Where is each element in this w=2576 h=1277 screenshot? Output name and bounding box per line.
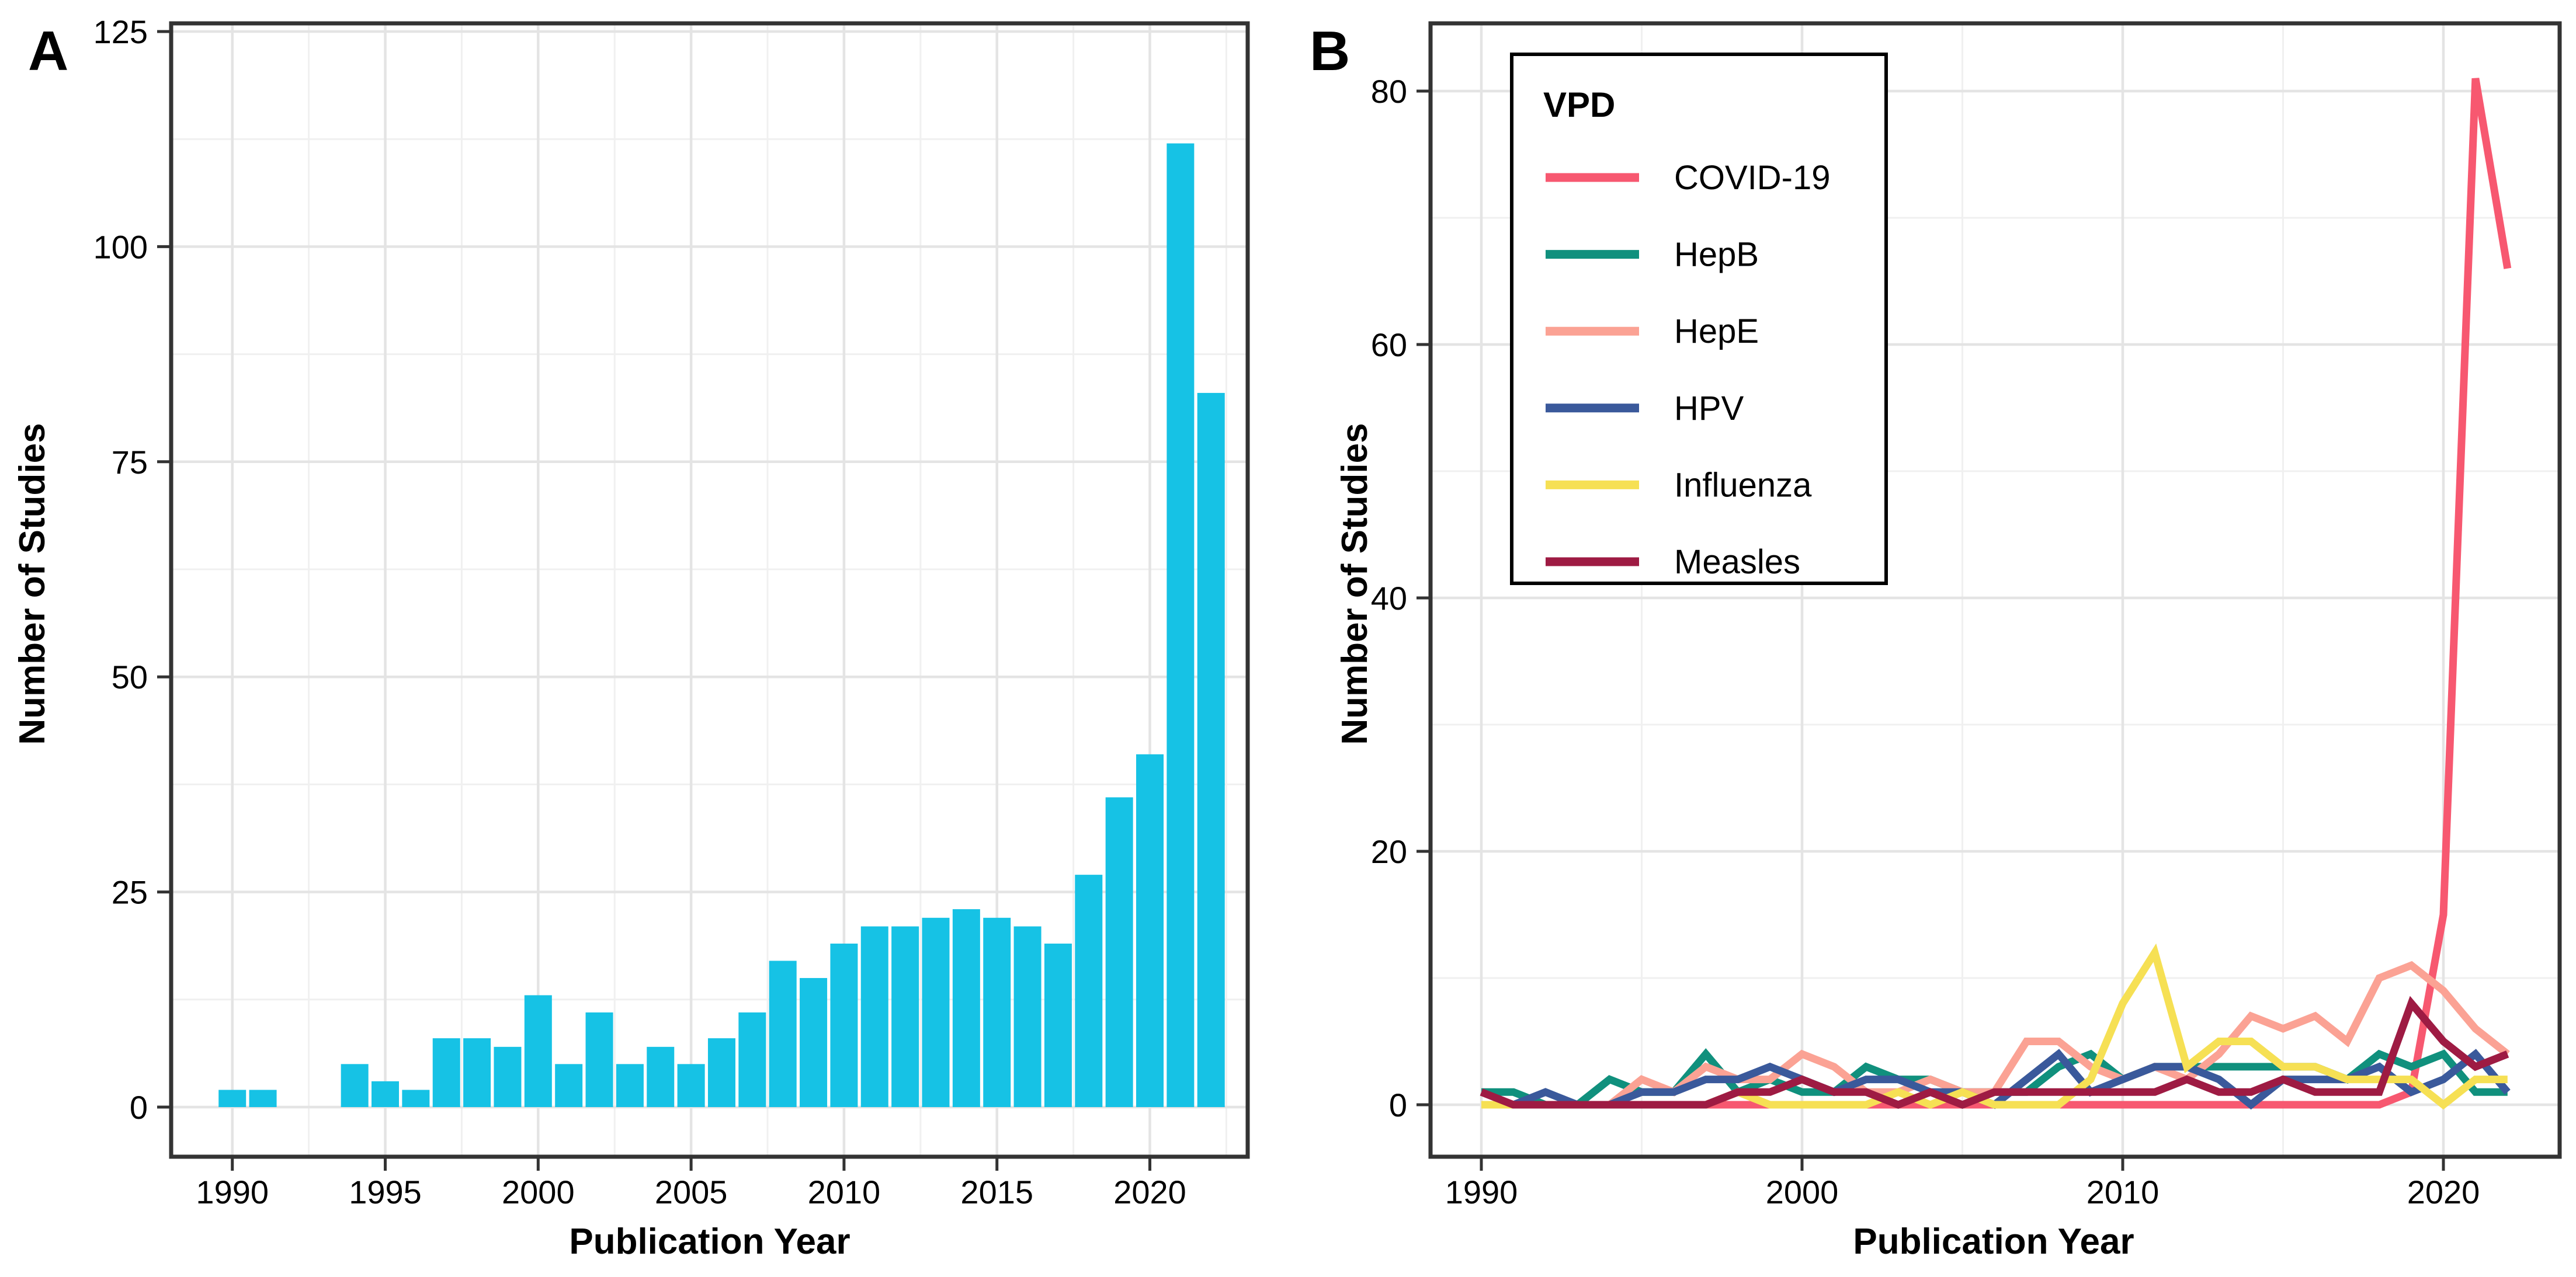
panel-a-bar-2010 [830, 944, 858, 1107]
panel-a-bar-2006 [707, 1038, 735, 1107]
panel-a-y-tick-label: 125 [93, 13, 148, 50]
panel-a-bar-2017 [1044, 944, 1072, 1107]
panel-a-bar-2005 [677, 1064, 705, 1107]
panel-a-y-tick-label: 0 [130, 1089, 148, 1126]
legend-label: HepB [1674, 236, 1759, 274]
panel-a-bar-2000 [524, 995, 552, 1107]
panel-b-y-tick-label: 60 [1371, 326, 1407, 363]
legend-label: COVID-19 [1674, 159, 1831, 197]
panel-a-bar-2021 [1167, 143, 1195, 1107]
panel-a-y-axis-title: Number of Studies [12, 423, 53, 745]
panel-a-x-tick-label: 1990 [196, 1174, 269, 1210]
panel-a-bar-2014 [952, 909, 980, 1107]
legend-title: VPD [1543, 85, 1615, 124]
panel-a-bar-2019 [1105, 797, 1133, 1107]
panel-b-panel-border [1428, 21, 2562, 1159]
panel-b-x-tick-label: 1990 [1445, 1174, 1518, 1210]
panel-a-x-tick-label: 2005 [655, 1174, 728, 1210]
panel-b-x-tick-label: 2000 [1766, 1174, 1839, 1210]
panel-b-y-tick-label: 40 [1371, 580, 1407, 617]
panel-a-bar-2004 [647, 1046, 675, 1107]
legend-label: Measles [1674, 543, 1800, 581]
panel-a-bar-1995 [372, 1081, 400, 1107]
panel-a-bar-1990 [218, 1090, 247, 1107]
panel-a-y-tick-label: 25 [112, 874, 148, 911]
panel-a-bar-2013 [922, 917, 950, 1107]
measles-line [1480, 996, 2509, 1109]
panel-a-bar-2022 [1197, 392, 1225, 1107]
panel-a-y-tick-label: 75 [112, 444, 148, 481]
panel-b-y-tick-label: 20 [1371, 833, 1407, 870]
panel-a-y-tick-label: 50 [112, 659, 148, 695]
panel-a-bar-2007 [738, 1012, 766, 1107]
panel-b-tag: B [1310, 20, 1351, 82]
panel-a-bar-2011 [860, 926, 888, 1107]
panel-a-x-tick-label: 2020 [1113, 1174, 1186, 1210]
panel-a-bar-1994 [341, 1064, 369, 1107]
panel-b-x-tick-label: 2020 [2407, 1174, 2480, 1210]
panel-a-x-tick-label: 2010 [808, 1174, 881, 1210]
panel-a-bar-2018 [1075, 875, 1103, 1107]
panel-b-x-axis-title: Publication Year [1853, 1222, 2134, 1262]
panel-a-x-tick-label: 2000 [502, 1174, 575, 1210]
panel-a-bar-1996 [402, 1090, 430, 1107]
legend-label: HPV [1674, 389, 1744, 427]
panel-a-bar-2015 [983, 917, 1011, 1107]
panel-a-bar-1991 [249, 1090, 277, 1107]
legend-label: Influenza [1674, 466, 1812, 504]
legend-label: HepE [1674, 312, 1759, 350]
legend-box [1510, 53, 1888, 585]
panel-a-bar-2003 [616, 1064, 644, 1107]
panel-a-y-tick-label: 100 [93, 228, 148, 265]
panel-a-x-tick-label: 2015 [960, 1174, 1033, 1210]
panel-a-x-axis-title: Publication Year [569, 1222, 850, 1262]
panel-a-bar-2002 [585, 1012, 613, 1107]
panel-b-y-tick-label: 80 [1371, 73, 1407, 110]
panel-a-bar-2016 [1013, 926, 1041, 1107]
panel-a-tag: A [28, 20, 69, 82]
panel-a-bar-2008 [769, 961, 797, 1107]
panel-b-y-tick-label: 0 [1389, 1087, 1407, 1123]
panel-a-bar-2012 [891, 926, 919, 1107]
panel-a-bar-2001 [555, 1064, 583, 1107]
panel-a-x-tick-label: 1995 [349, 1174, 422, 1210]
panel-a-bar-2020 [1136, 754, 1164, 1107]
panel-a-panel-border [169, 21, 1250, 1159]
hepe-line [1481, 961, 2510, 1109]
panel-b-x-tick-label: 2010 [2087, 1174, 2160, 1210]
panel-b-y-axis-title: Number of Studies [1335, 423, 1375, 745]
panel-a-bar-1998 [463, 1038, 491, 1107]
panel-a-bar-2009 [800, 977, 828, 1107]
panel-a-bar-1997 [432, 1038, 460, 1107]
panel-a-bar-1999 [494, 1046, 522, 1107]
